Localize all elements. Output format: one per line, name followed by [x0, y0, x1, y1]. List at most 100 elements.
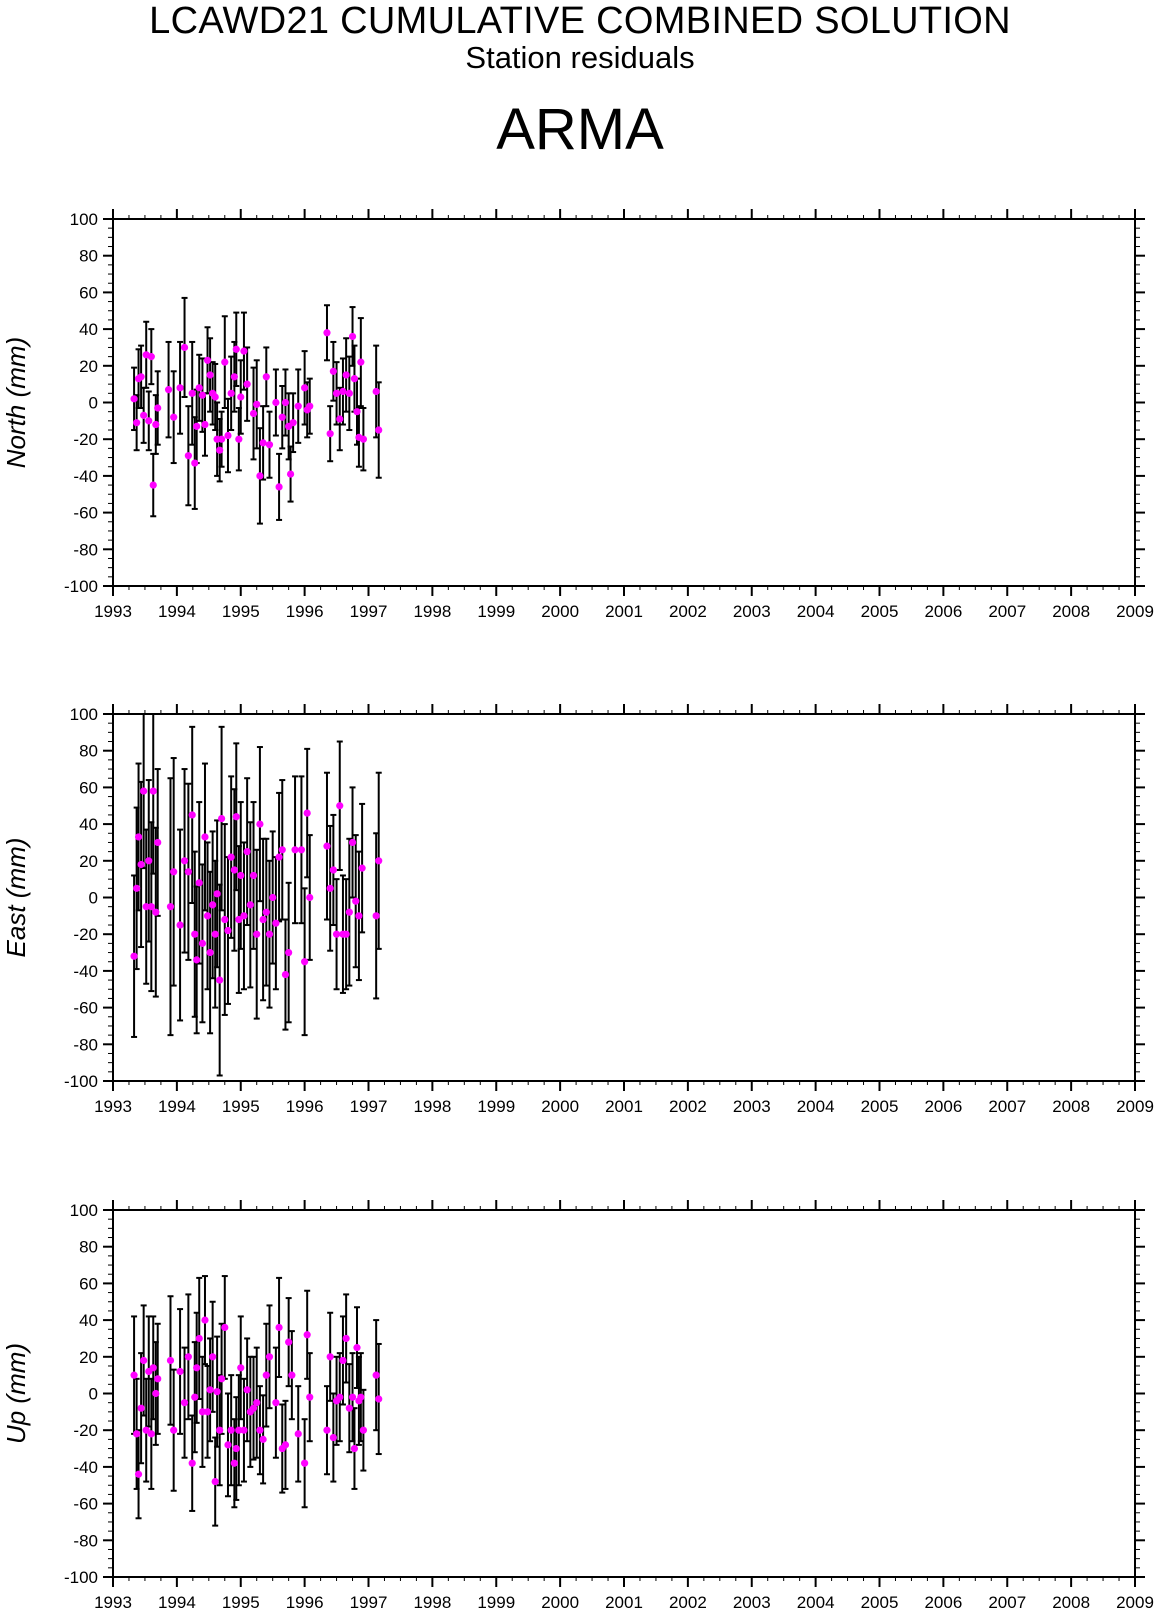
- data-point: [180, 857, 189, 865]
- chart-subtitle: Station residuals: [465, 40, 695, 75]
- data-point: [353, 408, 361, 416]
- data-point: [289, 419, 297, 427]
- data-point: [240, 912, 248, 920]
- data-point: [211, 1477, 219, 1486]
- chart-panel-up: 1993 1994 1995 1996 1997 1998 1999 2000 2001 2002…: [1, 1200, 1154, 1612]
- y-tick-label: 0: [89, 889, 98, 908]
- y-tick-label: 40: [79, 815, 98, 834]
- y-axis-label: North (mm): [1, 337, 31, 468]
- data-point: [285, 948, 293, 957]
- data-point: [275, 1323, 283, 1332]
- data-point: [184, 452, 192, 460]
- data-point: [230, 1459, 238, 1467]
- data-point: [249, 409, 258, 418]
- data-point: [166, 1356, 175, 1365]
- data-point: [265, 441, 274, 449]
- x-tick-label: 2006: [924, 1097, 962, 1116]
- data-point: [246, 901, 254, 909]
- data-point: [336, 415, 344, 423]
- data-point: [137, 1404, 145, 1412]
- data-point: [217, 814, 226, 823]
- y-tick-label: -60: [73, 504, 98, 523]
- data-point: [253, 1399, 261, 1407]
- data-point: [209, 1353, 217, 1361]
- x-tick-label: 2003: [733, 602, 771, 621]
- data-point: [243, 848, 251, 856]
- data-point: [130, 395, 138, 403]
- data-point: [358, 864, 366, 872]
- data-point: [342, 930, 350, 938]
- data-point: [262, 908, 270, 916]
- data-point: [176, 1367, 184, 1376]
- data-point: [269, 893, 277, 902]
- data-point: [237, 393, 245, 401]
- data-point: [294, 1430, 302, 1438]
- data-point: [272, 919, 280, 927]
- data-point: [211, 393, 219, 401]
- data-point: [306, 402, 314, 410]
- data-point: [227, 389, 235, 397]
- data-point: [342, 371, 350, 379]
- data-point: [332, 930, 341, 938]
- data-point: [230, 866, 238, 874]
- data-point: [142, 903, 150, 911]
- chart-panel-north: 1993 1994 1995 1996 1997 1998 1999 2000 2001 2002…: [1, 209, 1154, 621]
- x-tick-label: 1998: [413, 1097, 451, 1116]
- x-tick-label: 1996: [286, 602, 324, 621]
- data-point: [372, 387, 380, 396]
- data-point: [191, 930, 199, 938]
- data-point: [336, 1393, 344, 1401]
- data-point: [224, 1441, 232, 1449]
- data-point: [164, 386, 173, 394]
- data-point: [137, 860, 145, 869]
- data-point: [149, 787, 157, 795]
- data-point: [213, 1388, 221, 1396]
- data-point: [249, 871, 258, 880]
- data-point: [345, 908, 353, 916]
- data-point: [375, 426, 383, 434]
- data-point: [285, 1338, 293, 1346]
- data-point: [188, 1459, 196, 1467]
- data-point: [170, 1426, 178, 1434]
- data-point: [323, 842, 331, 850]
- data-point: [206, 371, 214, 379]
- data-point: [265, 930, 274, 938]
- data-point: [134, 1470, 143, 1478]
- data-point: [195, 384, 203, 392]
- data-point: [332, 389, 341, 397]
- data-point: [342, 1334, 350, 1343]
- data-point: [339, 1356, 347, 1365]
- data-point: [359, 1426, 367, 1434]
- data-point: [323, 1426, 331, 1434]
- y-tick-label: -60: [73, 999, 98, 1018]
- data-point: [154, 1375, 162, 1383]
- y-tick-label: 60: [79, 283, 98, 302]
- x-tick-label: 2001: [605, 602, 643, 621]
- data-point: [272, 1399, 280, 1407]
- data-point: [142, 1426, 150, 1434]
- x-tick-label: 2006: [924, 1593, 962, 1612]
- data-point: [350, 1444, 359, 1453]
- y-tick-label: 80: [79, 247, 98, 266]
- data-point: [230, 373, 238, 381]
- data-point: [348, 1393, 357, 1401]
- y-tick-label: -80: [73, 1531, 98, 1550]
- data-point: [240, 1426, 248, 1434]
- x-tick-label: 2004: [797, 1097, 835, 1116]
- x-tick-label: 2004: [797, 1593, 835, 1612]
- data-point: [203, 1408, 212, 1416]
- data-point: [278, 413, 286, 421]
- x-tick-label: 2006: [924, 602, 962, 621]
- data-point: [166, 903, 175, 911]
- data-point: [294, 402, 302, 410]
- y-tick-label: 100: [70, 210, 98, 229]
- x-tick-label: 1993: [94, 1097, 132, 1116]
- data-point: [198, 939, 207, 947]
- x-tick-label: 2007: [988, 1097, 1026, 1116]
- x-tick-label: 2004: [797, 602, 835, 621]
- data-point: [243, 380, 251, 388]
- data-point: [184, 1353, 192, 1361]
- data-point: [221, 358, 229, 366]
- chart-panel-east: 1993 1994 1995 1996 1997 1998 1999 2000 2001 2002…: [1, 704, 1154, 1116]
- data-point: [329, 1433, 337, 1442]
